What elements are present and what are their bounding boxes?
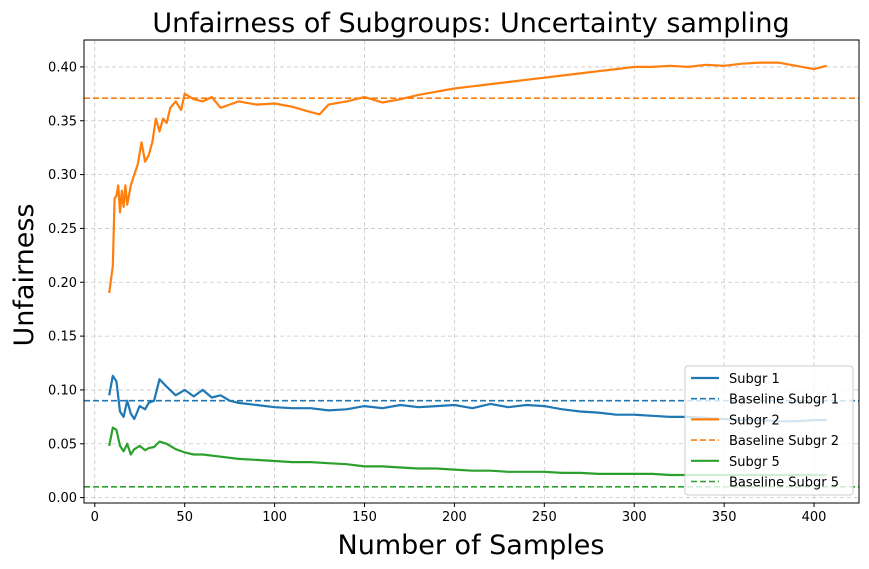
legend-label: Subgr 2 <box>729 413 780 428</box>
x-tick-label: 150 <box>352 510 377 525</box>
chart-title: Unfairness of Subgroups: Uncertainty sam… <box>152 8 789 39</box>
y-tick-label: 0.00 <box>48 491 77 506</box>
y-axis-label: Unfairness <box>9 204 40 347</box>
y-tick-label: 0.40 <box>48 60 77 75</box>
x-tick-label: 250 <box>532 510 557 525</box>
series-line <box>108 61 827 294</box>
plot-frame <box>83 39 860 504</box>
x-tick-label: 200 <box>442 510 467 525</box>
legend: Subgr 1 Baseline Subgr 1 Subgr 2 Baseline S… <box>684 365 854 496</box>
y-tick-label: 0.15 <box>48 330 77 345</box>
series-line <box>108 426 827 477</box>
legend-label: Subgr 1 <box>729 372 780 387</box>
y-tick-label: 0.20 <box>48 276 77 291</box>
x-axis-label: Number of Samples <box>338 530 605 561</box>
legend-label: Baseline Subgr 5 <box>729 476 839 491</box>
y-tick-label: 0.30 <box>48 168 77 183</box>
y-tick-label: 0.10 <box>48 383 77 398</box>
y-tick-label: 0.35 <box>48 114 77 129</box>
legend-label: Subgr 5 <box>729 455 780 470</box>
y-tick-label: 0.25 <box>48 222 77 237</box>
legend-label: Baseline Subgr 1 <box>729 393 839 408</box>
x-tick-label: 300 <box>622 510 647 525</box>
x-tick-label: 50 <box>176 510 193 525</box>
series-line <box>108 374 827 423</box>
x-tick-label: 400 <box>802 510 827 525</box>
y-tick-label: 0.05 <box>48 437 77 452</box>
x-tick-label: 350 <box>712 510 737 525</box>
legend-label: Baseline Subgr 2 <box>729 434 839 449</box>
series-lines <box>108 61 827 477</box>
y-axis-ticks: 0.00 0.05 0.10 0.15 0.20 0.25 0.30 0.35 0.40 <box>48 60 84 506</box>
x-axis-ticks: 0 50 100 150 200 250 300 350 400 <box>91 503 827 525</box>
legend-box <box>684 365 854 496</box>
x-tick-label: 100 <box>262 510 287 525</box>
x-tick-label: 0 <box>91 510 99 525</box>
